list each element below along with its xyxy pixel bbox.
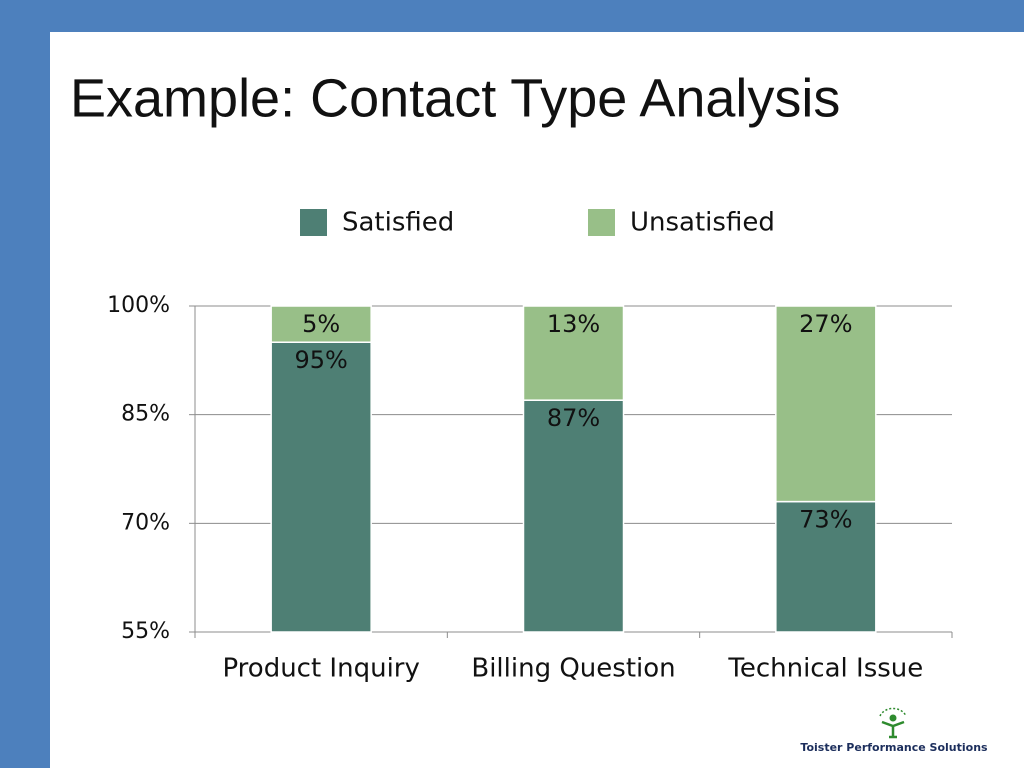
x-tick-label: Technical Issue bbox=[727, 654, 923, 684]
data-label: 27% bbox=[799, 310, 852, 338]
x-tick-label: Billing Question bbox=[471, 654, 675, 684]
legend-swatch bbox=[588, 209, 615, 236]
logo-text: Toister Performance Solutions bbox=[800, 741, 988, 754]
bar-segment bbox=[522, 305, 625, 401]
data-label: 5% bbox=[302, 310, 340, 338]
x-tick-label: Product Inquiry bbox=[222, 654, 419, 684]
data-label: 95% bbox=[294, 346, 347, 374]
y-tick-label: 70% bbox=[121, 510, 170, 535]
y-tick-label: 85% bbox=[121, 402, 170, 427]
y-tick-label: 55% bbox=[121, 619, 170, 644]
bar-segment bbox=[775, 305, 877, 503]
logo-figure bbox=[881, 720, 905, 739]
data-label: 73% bbox=[799, 506, 852, 534]
legend-swatch bbox=[300, 209, 327, 236]
chart-title: Example: Contact Type Analysis bbox=[70, 68, 840, 128]
bar-segment bbox=[775, 500, 877, 633]
logo-arc bbox=[879, 707, 907, 717]
legend-label: Unsatisfied bbox=[630, 208, 775, 238]
logo-head bbox=[889, 714, 897, 722]
bar-segment bbox=[270, 305, 372, 343]
y-tick-label: 100% bbox=[107, 293, 170, 318]
logo-icon bbox=[879, 707, 907, 739]
legend-label: Satisfied bbox=[342, 208, 454, 238]
data-label: 13% bbox=[547, 310, 600, 338]
data-label: 87% bbox=[547, 404, 600, 432]
bar-segment bbox=[270, 341, 372, 633]
bar-segment bbox=[522, 399, 625, 633]
